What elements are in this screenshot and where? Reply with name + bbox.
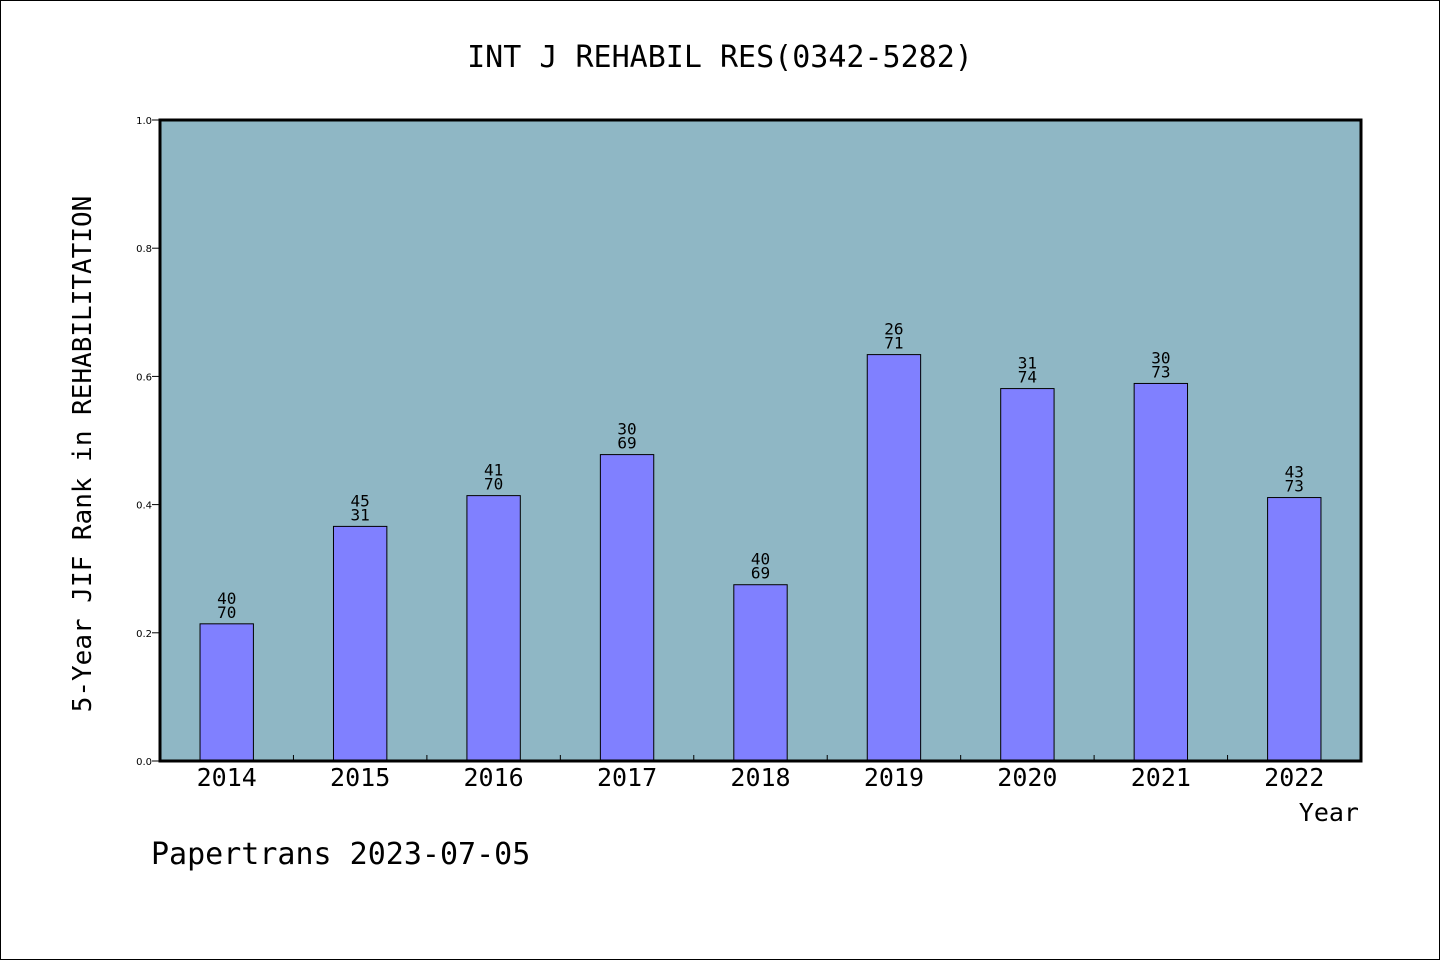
bar-2015 [332, 525, 388, 762]
y-tick-label: 0.6 [136, 372, 152, 383]
y-tick-label: 0.4 [136, 501, 152, 512]
bar-label-bottom-2022: 73 [1285, 477, 1304, 496]
bar-2021 [1133, 382, 1189, 762]
bar-label-top-2018: 40 [751, 550, 770, 569]
bar-2014 [199, 623, 254, 762]
x-tick-label-2017: 2017 [597, 763, 657, 792]
bar-label-bottom-2019: 71 [884, 334, 903, 353]
x-tick-label-2022: 2022 [1264, 763, 1324, 792]
y-tick-label: 0.2 [136, 629, 152, 640]
bar-2016 [466, 495, 521, 762]
bar-label-bottom-2016: 70 [484, 475, 503, 494]
y-tick-label: 0.0 [136, 757, 152, 768]
x-tick-label-2019: 2019 [864, 763, 924, 792]
bar-label-top-2015: 45 [351, 491, 370, 510]
chart-title: INT J REHABIL RES(0342-5282) [467, 40, 973, 75]
x-tick-label-2014: 2014 [197, 763, 257, 792]
x-axis: 2014 2015 2016 2017 2018 2019 2020 2021 2022 [197, 755, 1324, 792]
bar-2019 [866, 354, 922, 762]
y-axis-label: 5-Year JIF Rank in REHABILITATION [68, 196, 98, 713]
y-tick-label: 1.0 [136, 116, 152, 127]
x-tick-label-2021: 2021 [1131, 763, 1191, 792]
y-axis: 0.0 0.2 0.4 0.6 0.8 1.0 [136, 116, 160, 768]
bar-label-top-2022: 43 [1285, 463, 1304, 482]
bar-label-top-2021: 30 [1151, 348, 1170, 367]
x-tick-label-2018: 2018 [730, 763, 790, 792]
x-tick-label-2020: 2020 [997, 763, 1057, 792]
footer-credit: Papertrans 2023-07-05 [151, 837, 530, 872]
bar-label-bottom-2014: 70 [217, 603, 236, 622]
bar-2022 [1267, 497, 1322, 762]
bar-2018 [733, 584, 788, 762]
bar-2020 [1000, 388, 1055, 762]
bar-label-top-2019: 26 [884, 320, 903, 339]
x-tick-label-2016: 2016 [464, 763, 524, 792]
bar-2017 [599, 454, 655, 762]
x-axis-label: Year [1299, 798, 1359, 827]
bar-label-top-2014: 40 [217, 589, 236, 608]
bar-label-top-2020: 31 [1018, 354, 1037, 373]
x-tick-label-2015: 2015 [330, 763, 390, 792]
bar-label-bottom-2020: 74 [1018, 368, 1037, 387]
bar-label-bottom-2017: 69 [617, 434, 636, 453]
bar-label-bottom-2015: 31 [351, 505, 370, 524]
plot-border [158, 118, 1363, 763]
bar-label-bottom-2018: 69 [751, 564, 770, 583]
bar-label-top-2017: 30 [617, 420, 636, 439]
bar-label-top-2016: 41 [484, 461, 503, 480]
y-tick-label: 0.8 [136, 244, 152, 255]
bar-label-bottom-2021: 73 [1151, 362, 1170, 381]
